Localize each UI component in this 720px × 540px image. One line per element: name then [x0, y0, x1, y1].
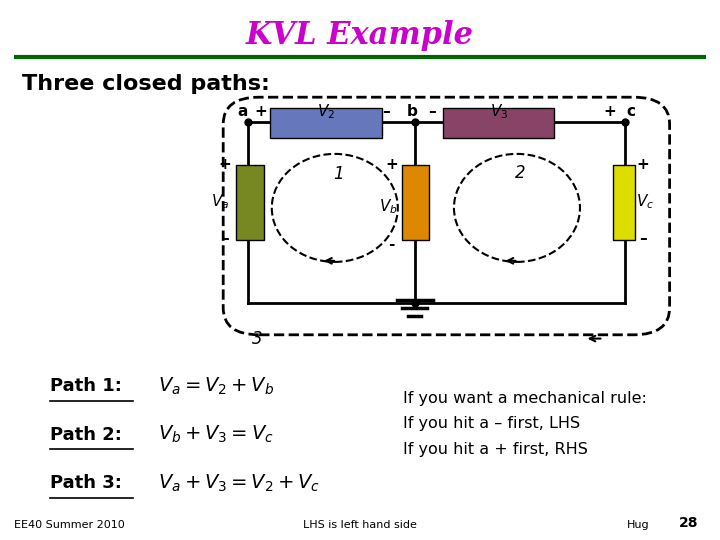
- FancyBboxPatch shape: [443, 108, 554, 138]
- Text: –: –: [221, 231, 228, 246]
- Text: Path 3:: Path 3:: [50, 474, 122, 492]
- Text: 2: 2: [515, 164, 525, 182]
- FancyBboxPatch shape: [402, 165, 429, 240]
- Text: If you want a mechanical rule:
If you hit a – first, LHS
If you hit a + first, R: If you want a mechanical rule: If you hi…: [403, 390, 647, 457]
- Text: $V_a=V_2+V_b$: $V_a=V_2+V_b$: [158, 375, 274, 397]
- Text: –: –: [428, 104, 436, 119]
- Text: 28: 28: [679, 516, 698, 530]
- Text: KVL Example: KVL Example: [246, 19, 474, 51]
- Text: 1: 1: [333, 165, 343, 183]
- Text: Hug: Hug: [626, 520, 649, 530]
- Text: +: +: [218, 157, 231, 172]
- Text: a: a: [238, 104, 248, 119]
- Text: –: –: [382, 104, 390, 119]
- Text: +: +: [603, 104, 616, 119]
- Text: -: -: [389, 237, 395, 252]
- Text: LHS is left hand side: LHS is left hand side: [303, 520, 417, 530]
- Text: –: –: [639, 231, 647, 246]
- FancyBboxPatch shape: [270, 108, 382, 138]
- FancyBboxPatch shape: [613, 165, 635, 240]
- Text: b: b: [406, 104, 418, 119]
- Text: $V_a$: $V_a$: [211, 192, 230, 211]
- Text: $V_2$: $V_2$: [317, 103, 336, 121]
- Text: 3: 3: [253, 329, 263, 348]
- Text: $V_c$: $V_c$: [636, 192, 654, 211]
- Text: Path 2:: Path 2:: [50, 426, 122, 444]
- Text: EE40 Summer 2010: EE40 Summer 2010: [14, 520, 125, 530]
- Text: $V_a+V_3=V_2+V_c$: $V_a+V_3=V_2+V_c$: [158, 472, 320, 494]
- Text: $V_b$: $V_b$: [379, 198, 398, 216]
- FancyBboxPatch shape: [236, 165, 264, 240]
- Text: Three closed paths:: Three closed paths:: [22, 73, 269, 94]
- Text: c: c: [626, 104, 635, 119]
- Text: +: +: [636, 157, 649, 172]
- Text: +: +: [385, 157, 398, 172]
- Text: Path 1:: Path 1:: [50, 377, 122, 395]
- Text: +: +: [254, 104, 267, 119]
- Text: $V_3$: $V_3$: [490, 103, 508, 121]
- Text: $V_b+V_3=V_c$: $V_b+V_3=V_c$: [158, 424, 274, 446]
